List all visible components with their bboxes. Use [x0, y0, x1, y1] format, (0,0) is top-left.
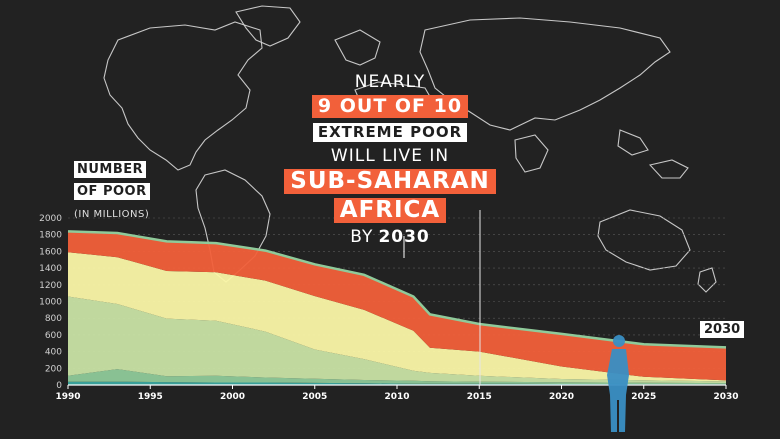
- year-2030-tag: 2030: [700, 321, 745, 338]
- stacked-areas: [67, 230, 727, 385]
- headline-line-1: NEARLY: [354, 72, 426, 92]
- y-axis-title-line-1: NUMBER: [74, 161, 147, 178]
- headline-block: NEARLY 9 OUT OF 10 EXTREME POOR WILL LIV…: [270, 72, 510, 250]
- y-tick-label: 1000: [39, 298, 62, 308]
- headline-line-7-year: 2030: [378, 227, 430, 247]
- y-tick-label: 800: [45, 314, 62, 324]
- x-tick-label: 2015: [467, 392, 492, 402]
- headline-line-7-prefix: BY: [350, 227, 374, 247]
- headline-line-2: 9 OUT OF 10: [311, 95, 469, 118]
- x-tick-label: 1990: [55, 392, 80, 402]
- headline-line-3: EXTREME POOR: [312, 123, 468, 142]
- headline-line-5: SUB-SAHARAN: [284, 169, 496, 194]
- y-axis-unit: (IN MILLIONS): [74, 209, 150, 220]
- x-tick-label: 1995: [138, 392, 163, 402]
- total-outline: [67, 230, 727, 349]
- headline-line-4: WILL LIVE IN: [330, 146, 450, 166]
- x-tick-label: 2010: [384, 392, 409, 402]
- y-axis-title-line-2: OF POOR: [74, 183, 150, 200]
- chart-axes: 0 200 400 600 800 1000 1200 1400 1600 1800 2000 199…: [39, 214, 738, 402]
- y-tick-label: 1200: [39, 281, 62, 291]
- x-tick-label: 2000: [220, 392, 245, 402]
- y-tick-label: 200: [45, 364, 62, 374]
- area-series-4: [68, 231, 726, 381]
- area-series-0: [68, 381, 726, 385]
- headline-line-6: AFRICA: [333, 198, 447, 223]
- y-axis-header: NUMBER OF POOR (IN MILLIONS): [74, 158, 150, 221]
- y-tick-label: 600: [45, 331, 62, 341]
- area-series-3: [68, 252, 726, 382]
- y-tick-label: 1400: [39, 264, 62, 274]
- x-tick-label: 2020: [549, 392, 574, 402]
- x-tick-label: 2030: [713, 392, 738, 402]
- x-tick-label: 2005: [302, 392, 327, 402]
- y-tick-label: 1600: [39, 247, 62, 257]
- person-silhouette: [607, 335, 629, 432]
- y-tick-label: 1800: [39, 231, 62, 241]
- y-tick-label: 2000: [39, 214, 62, 224]
- y-tick-label: 400: [45, 348, 62, 358]
- area-series-1: [68, 369, 726, 385]
- area-series-2: [68, 296, 726, 384]
- y-tick-label: 0: [56, 381, 62, 391]
- x-tick-label: 2025: [631, 392, 656, 402]
